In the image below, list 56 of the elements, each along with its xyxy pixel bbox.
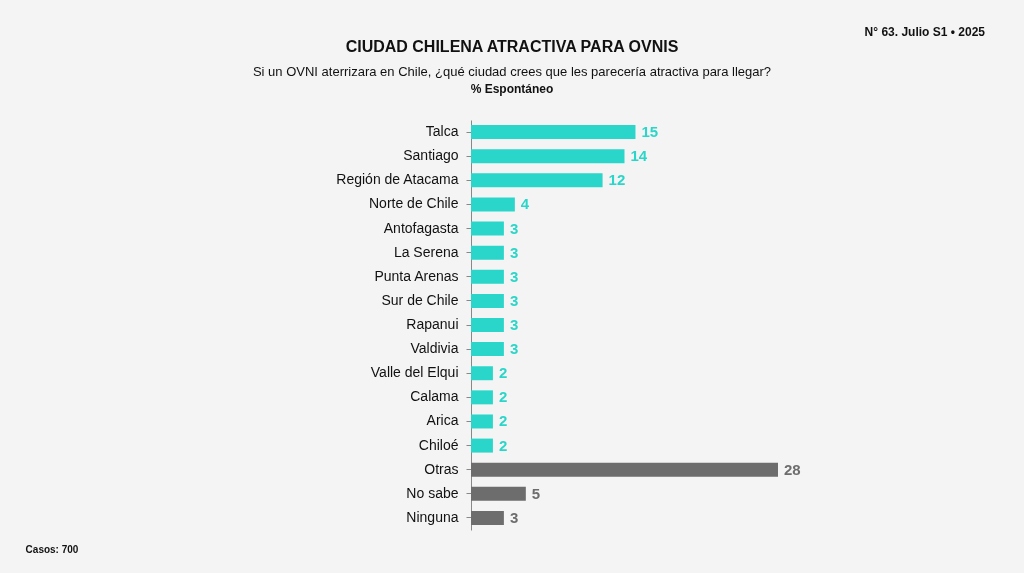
data-label: 3 xyxy=(509,243,519,261)
text: N° 63. Julio S1 • 2025 xyxy=(864,25,986,39)
y-tick-label: Región de Atacama xyxy=(336,171,459,188)
text: Casos: 700 xyxy=(25,544,79,555)
data-label: 12 xyxy=(608,171,626,189)
data-label: 3 xyxy=(509,219,519,237)
y-tick-label: Talca xyxy=(425,123,459,140)
bar xyxy=(471,269,504,284)
chart-title: CIUDAD CHILENA ATRACTIVA PARA OVNIS xyxy=(345,38,679,55)
bar xyxy=(471,173,603,188)
data-label: 3 xyxy=(509,291,519,309)
y-tick-label: Antofagasta xyxy=(383,219,459,236)
y-tick-label: Otras xyxy=(424,460,459,477)
data-label: 2 xyxy=(498,364,508,382)
y-tick-label: La Serena xyxy=(393,243,459,260)
bar xyxy=(471,221,504,236)
bar xyxy=(471,342,504,357)
bar xyxy=(471,414,493,429)
y-tick-label: Valle del Elqui xyxy=(370,364,459,381)
data-label: 4 xyxy=(520,195,530,213)
bar xyxy=(471,366,493,381)
data-label: 3 xyxy=(509,316,519,333)
data-label: 2 xyxy=(498,388,508,406)
data-label: 3 xyxy=(509,340,519,358)
y-tick-label: Norte de Chile xyxy=(369,195,459,212)
data-label: 28 xyxy=(784,460,801,478)
y-tick-label: Calama xyxy=(410,388,459,405)
data-label: 14 xyxy=(630,147,648,165)
data-label: 3 xyxy=(509,267,519,285)
y-tick-label: Rapanui xyxy=(406,316,459,332)
y-tick-label: Santiago xyxy=(403,147,459,164)
chart-subtitle: Si un OVNI aterrizara en Chile, ¿qué ciudad crees que les parecería atractiva para llegar? xyxy=(252,64,772,79)
bar xyxy=(471,293,504,308)
bar xyxy=(471,245,504,260)
data-label: 3 xyxy=(509,508,519,526)
bar xyxy=(471,125,636,140)
y-tick-label: Ninguna xyxy=(406,508,459,525)
bar xyxy=(471,390,493,405)
bar xyxy=(471,149,625,164)
y-tick-label: No sabe xyxy=(406,484,459,501)
text: % Espontáneo xyxy=(470,82,554,96)
bar xyxy=(471,462,778,477)
bar xyxy=(471,510,504,525)
y-tick-label: Arica xyxy=(426,412,459,429)
data-label: 2 xyxy=(498,412,508,430)
bar xyxy=(471,438,493,453)
data-label: 5 xyxy=(531,484,541,502)
data-label: 15 xyxy=(641,123,659,141)
y-tick-label: Sur de Chile xyxy=(381,291,459,308)
bar xyxy=(471,318,504,332)
y-tick-label: Valdivia xyxy=(410,340,459,357)
data-label: 2 xyxy=(498,436,508,454)
y-tick-label: Chiloé xyxy=(418,436,459,453)
bar xyxy=(471,486,526,501)
y-tick-label: Punta Arenas xyxy=(374,267,459,284)
bar xyxy=(471,197,515,212)
